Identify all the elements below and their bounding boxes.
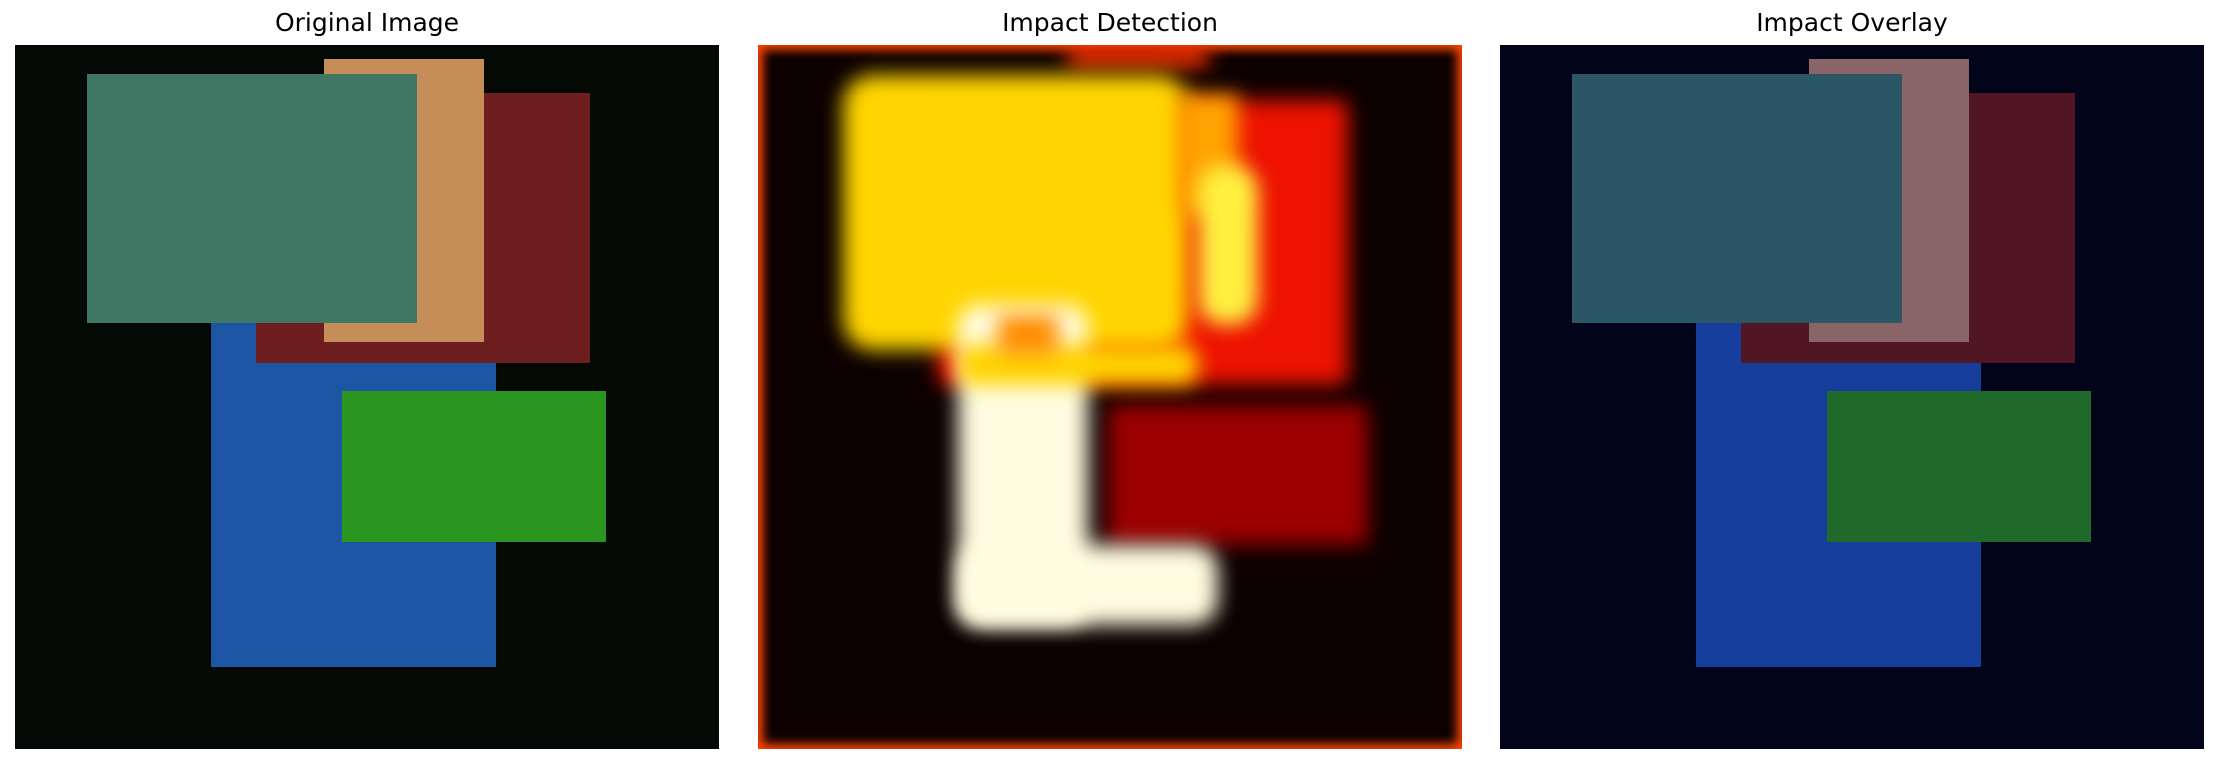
green-rectangle <box>1827 391 2091 542</box>
impact-detection-panel: Impact Detection <box>758 0 1462 765</box>
heat-region-dark-red <box>1108 405 1368 545</box>
green-rectangle <box>342 391 606 542</box>
impact-overlay-title: Impact Overlay <box>1756 8 1948 37</box>
impact-detection-title: Impact Detection <box>1002 8 1218 37</box>
heat-region-band <box>958 345 1198 385</box>
overlay-image <box>1500 45 2204 749</box>
heat-region-light-yellow <box>1198 165 1258 325</box>
teal-rectangle <box>1572 74 1902 323</box>
original-image-title: Original Image <box>274 8 460 37</box>
original-image-panel: Original Image <box>15 0 719 765</box>
heat-region-mid-orange <box>998 315 1058 355</box>
heat-region-top-edge <box>1068 45 1208 67</box>
original-image <box>15 45 719 749</box>
heat-region-yellow <box>843 75 1188 350</box>
heat-region-hot-bottom <box>958 545 1218 625</box>
teal-rectangle <box>87 74 417 323</box>
impact-overlay-panel: Impact Overlay <box>1500 0 2204 765</box>
impact-heatmap <box>758 45 1462 749</box>
